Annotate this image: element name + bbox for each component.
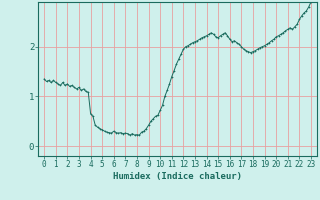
X-axis label: Humidex (Indice chaleur): Humidex (Indice chaleur) — [113, 172, 242, 181]
